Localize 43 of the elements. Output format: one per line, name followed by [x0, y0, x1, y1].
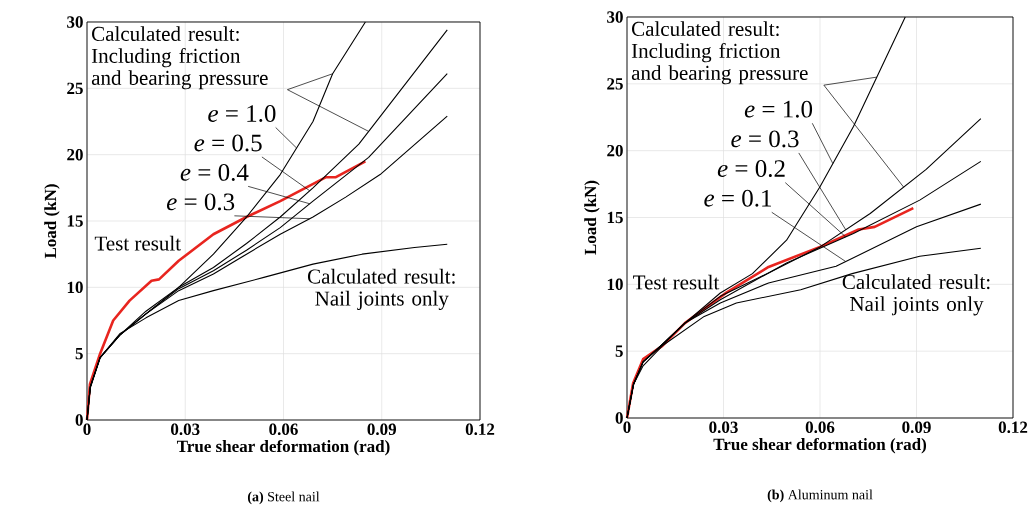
- x-tick-label: 0: [83, 423, 91, 435]
- series-label: e = 1.0: [744, 100, 813, 118]
- y-axis-title: Load (kN): [44, 184, 60, 259]
- x-tick-label: 0.03: [709, 421, 738, 434]
- x-tick-label: 0.12: [465, 423, 495, 436]
- legend-label: e = 0.5: [194, 134, 262, 152]
- x-axis-title: True shear deformation (rad): [176, 439, 390, 456]
- x-tick-label: 0.09: [902, 421, 931, 434]
- x-tick-label: 0.06: [269, 423, 298, 436]
- y-tick-label: 0: [615, 412, 623, 424]
- y-tick-label: 20: [607, 144, 623, 157]
- legend-label: e = 0.1: [704, 189, 771, 207]
- x-tick-label: 0.09: [367, 423, 397, 436]
- y-tick-label: 5: [75, 348, 83, 360]
- y-tick-label: 30: [67, 16, 83, 28]
- text: e = 0.2: [717, 160, 785, 178]
- y-axis-title: Load (kN): [584, 180, 600, 255]
- legend-label: e = 0.3: [166, 193, 235, 211]
- y-tick-label: 5: [615, 345, 623, 357]
- text: (b) Aluminum nail: [767, 489, 873, 503]
- legend-label: e = 0.3: [731, 130, 799, 148]
- x-axis-title: True shear deformation (rad): [713, 437, 927, 454]
- legend-label: e = 1.0: [208, 105, 276, 123]
- x-tick-label: 0: [623, 421, 631, 433]
- y-tick-label: 25: [67, 82, 83, 95]
- legend-label: e = 0.4: [180, 163, 249, 181]
- series-label: Test result: [94, 235, 181, 251]
- y-tick-label: 10: [607, 278, 623, 291]
- y-tick-label: 30: [607, 11, 623, 23]
- series-label: Calculated result: Nail joints only: [842, 274, 990, 316]
- text: (a) Steel nail: [247, 491, 320, 505]
- y-tick-label: 15: [607, 211, 623, 224]
- x-tick-label: 0.06: [805, 421, 835, 434]
- x-tick-label: 0.03: [171, 423, 200, 436]
- y-tick-label: 20: [67, 148, 83, 161]
- y-tick-label: 25: [607, 78, 623, 90]
- x-tick-label: 0.12: [998, 421, 1028, 434]
- y-tick-label: 15: [67, 215, 83, 227]
- annotation: Calculated result: Including friction and bearing pressure: [91, 26, 268, 90]
- series-label: Calculated result: Nail joints only: [307, 268, 455, 310]
- y-tick-label: 10: [67, 281, 83, 294]
- annotation: Calculated result: Including friction and bearing pressure: [631, 21, 808, 85]
- series-label: Test result: [633, 274, 720, 290]
